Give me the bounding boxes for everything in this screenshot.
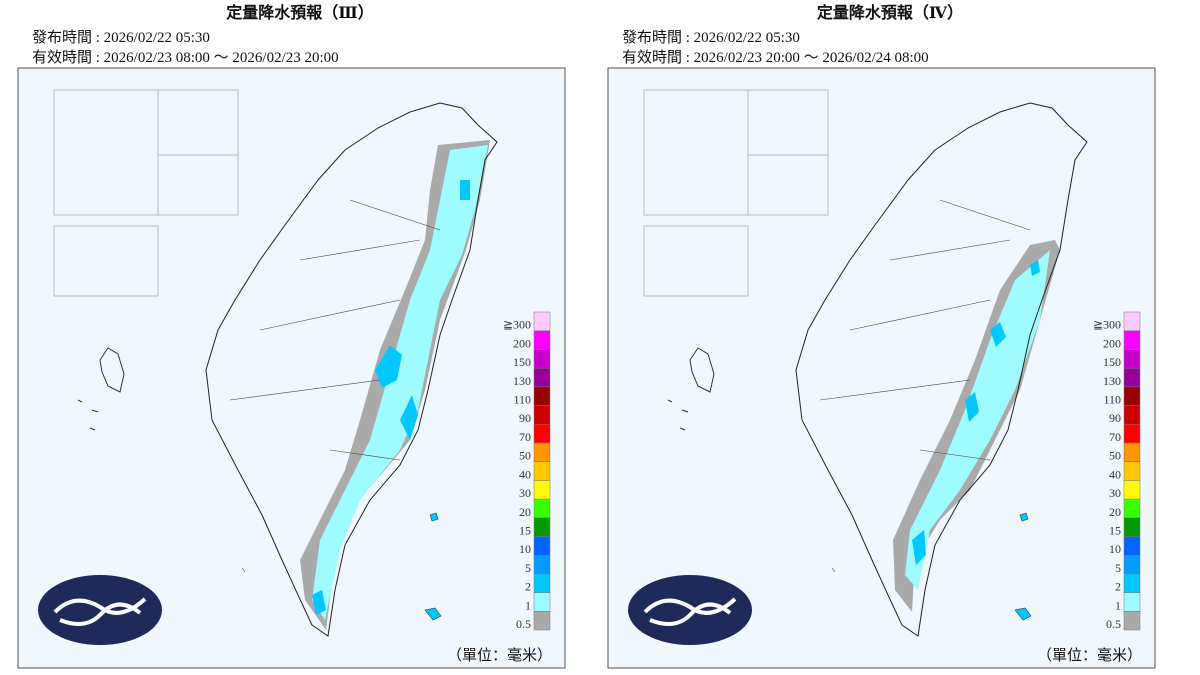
legend-label: 0.5 [1106,617,1121,631]
county-border [819,199,1031,461]
legend-label: 10 [519,542,531,556]
issue-time: 發布時間 : 2026/02/22 05:30 [32,29,210,46]
legend-label: 200 [1103,336,1121,350]
legend-label: 0.5 [516,617,531,631]
panel: 定量降水預報（Ⅳ） 發布時間 : 2026/02/22 05:30 有效時間 : 2… [606,3,1157,670]
legend-label: 5 [1115,561,1121,575]
legend-label: 90 [1109,411,1121,425]
rain-area [312,145,488,620]
legend-swatch [533,330,551,350]
panel-title: 定量降水預報（Ⅳ） [816,3,963,22]
legend-swatch [533,480,551,500]
legend-label: 20 [1109,505,1121,519]
legend-swatch [533,536,551,556]
legend-swatch [533,611,551,631]
legend-swatch [1123,367,1141,388]
legend-swatch [1123,386,1141,406]
legend-label: ≧300 [1093,318,1121,332]
legend-swatch [1123,573,1141,593]
legend-swatch [1123,442,1141,462]
legend-swatch [533,349,551,369]
legend-label: 30 [519,486,531,500]
county-border [229,199,441,461]
legend-swatch [1123,536,1141,556]
legend-swatch [533,592,551,612]
legend-swatch [533,461,551,481]
legend-label: 70 [1109,430,1121,444]
legend-label: 130 [513,374,531,388]
legend-swatch [1123,517,1141,537]
legend-label: 40 [1109,467,1121,481]
legend-swatch [1123,480,1141,500]
legend-label: 50 [519,449,531,463]
legend-label: 70 [519,430,531,444]
legend-swatch [1123,330,1141,350]
legend-label: ≧300 [503,318,531,332]
legend-swatch [1123,311,1141,331]
legend-swatch [1123,554,1141,575]
rain-area [905,250,1050,590]
legend-swatch [1123,592,1141,612]
legend-label: 20 [519,505,531,519]
legend-label: 15 [519,523,531,537]
legend-label: 2 [525,580,531,594]
legend-swatch [533,554,551,575]
legend-swatch [1123,611,1141,631]
legend-swatch [533,517,551,537]
legend-swatch [1123,498,1141,519]
legend-swatch [1123,461,1141,481]
legend-label: 130 [1103,374,1121,388]
legend-label: 110 [513,393,531,407]
legend-label: 150 [513,355,531,369]
legend-label: 200 [513,336,531,350]
legend-swatch [533,311,551,331]
legend-label: 10 [1109,542,1121,556]
legend-swatch [533,367,551,388]
legend-swatch [533,573,551,593]
legend-label: 150 [1103,355,1121,369]
panel-title: 定量降水預報（Ⅲ） [225,3,374,22]
legend-label: 50 [1109,449,1121,463]
legend-swatch [533,423,551,444]
legend-label: 2 [1115,580,1121,594]
valid-time: 有效時間 : 2026/02/23 20:00 ～ 2026/02/24 08:… [622,49,929,66]
legend-label: 15 [1109,523,1121,537]
legend-label: 1 [1115,598,1121,612]
unit-label: （單位：毫米） [447,646,552,664]
legend-label: 110 [1103,393,1121,407]
panel: 定量降水預報（Ⅲ） 發布時間 : 2026/02/22 05:30 有效時間 : 2… [16,3,567,670]
legend-swatch [533,498,551,519]
valid-time: 有效時間 : 2026/02/23 08:00 ～ 2026/02/23 20:… [32,49,339,66]
legend-label: 40 [519,467,531,481]
unit-label: （單位：毫米） [1037,646,1142,664]
legend-label: 30 [1109,486,1121,500]
legend-swatch [1123,423,1141,444]
issue-time: 發布時間 : 2026/02/22 05:30 [622,29,800,46]
legend-swatch [533,405,551,425]
legend-swatch [1123,405,1141,425]
legend-label: 1 [525,598,531,612]
legend-label: 90 [519,411,531,425]
legend-swatch [533,386,551,406]
rain-area [912,260,1040,565]
legend-swatch [533,442,551,462]
legend-swatch [1123,349,1141,369]
legend-label: 5 [525,561,531,575]
